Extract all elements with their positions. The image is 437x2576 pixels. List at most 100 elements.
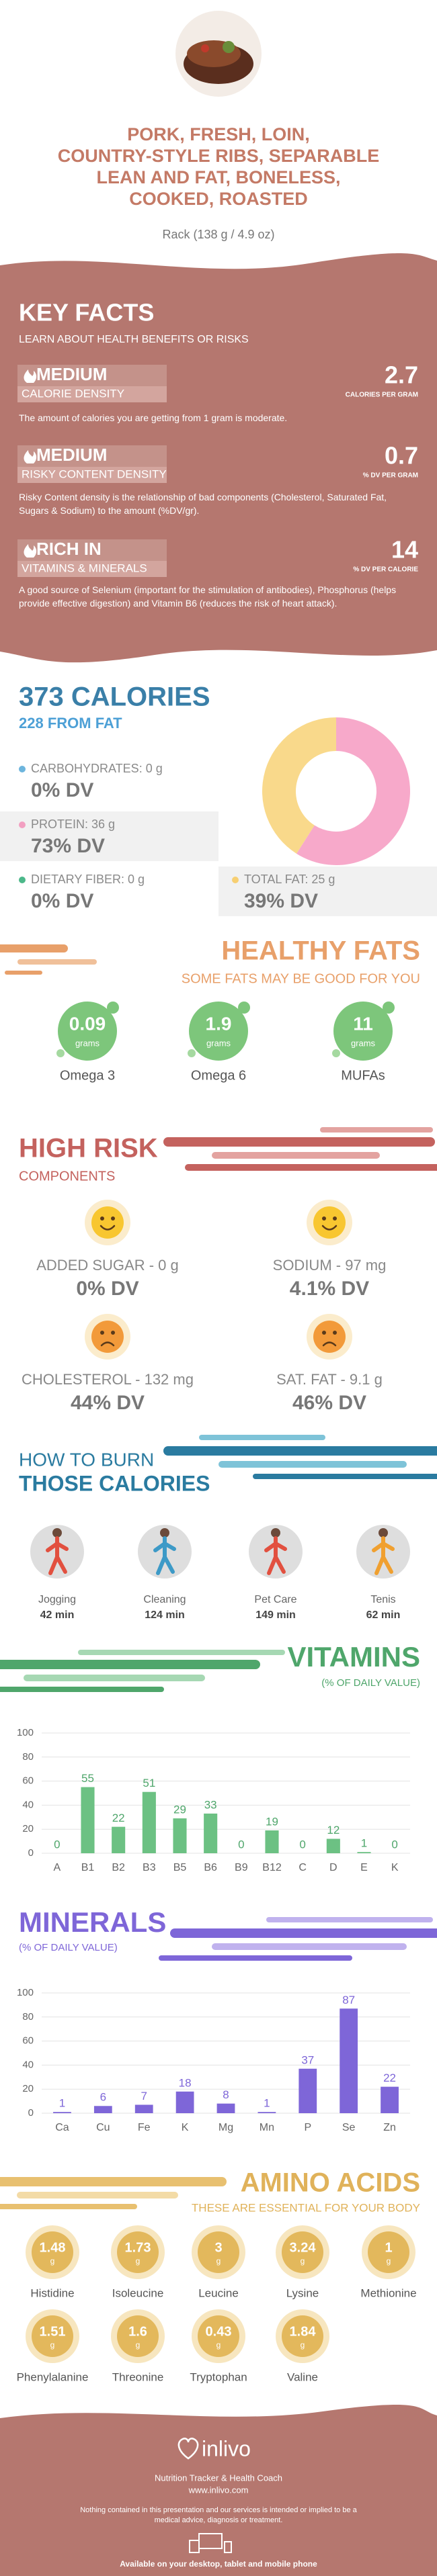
fat-value: 0.09	[69, 1013, 106, 1034]
bar	[299, 2068, 317, 2113]
amino-name: Lysine	[286, 2286, 319, 2299]
bar-value-label: 1	[361, 1837, 367, 1850]
title-line: COOKED, ROASTED	[129, 189, 308, 209]
fat-circle	[333, 1002, 393, 1061]
activity-body	[264, 1536, 287, 1575]
burn-title: THOSE CALORIES	[19, 1471, 210, 1495]
macro-dv: 0% DV	[31, 890, 93, 912]
fact-level: MEDIUM	[36, 364, 107, 384]
macro-label: CARBOHYDRATES: 0 g	[31, 762, 163, 775]
disclaimer: Nothing contained in this presentation a…	[80, 2506, 357, 2524]
risk-dv: 0% DV	[76, 1278, 138, 1300]
section-subtitle: THESE ARE ESSENTIAL FOR YOUR BODY	[192, 2201, 420, 2214]
section-title: MINERALS	[19, 1906, 166, 1938]
amino-name: Valine	[287, 2370, 318, 2383]
fact-unit: CALORIES PER GRAM	[346, 392, 418, 399]
bar	[134, 2104, 153, 2113]
amino-name: Methionine	[360, 2286, 416, 2299]
fact-value: 2.7	[385, 361, 418, 389]
bar	[81, 1787, 95, 1853]
fact-description: Risky Content density is the relationshi…	[19, 492, 387, 516]
donut-slice	[296, 717, 410, 865]
smiley-face	[313, 1206, 346, 1239]
smiley-mouth	[322, 1341, 337, 1347]
amino-name: Threonine	[112, 2370, 164, 2383]
y-tick-label: 20	[22, 1823, 34, 1834]
y-tick-label: 40	[22, 1799, 34, 1810]
bar-value-label: 0	[299, 1838, 305, 1851]
amino-value: 1	[385, 2240, 392, 2255]
smiley-eye	[111, 1216, 115, 1220]
brand-url: www.inlivo.com	[188, 2485, 249, 2495]
x-tick-label: P	[304, 2122, 311, 2133]
smiley-eye	[333, 1331, 337, 1335]
risk-dv: 46% DV	[292, 1392, 366, 1414]
y-tick-label: 40	[22, 2059, 34, 2070]
activity-name: Cleaning	[143, 1594, 186, 1605]
smiley-eye	[322, 1216, 326, 1220]
amino-value: 1.51	[40, 2324, 66, 2339]
fact-label: VITAMINS & MINERALS	[22, 562, 147, 574]
x-tick-label: C	[299, 1862, 307, 1873]
macro-bullet	[232, 877, 239, 883]
macro-dv: 39% DV	[244, 890, 318, 912]
y-tick-label: 20	[22, 2083, 34, 2094]
bar	[357, 1852, 371, 1853]
section-subtitle: SOME FATS MAY BE GOOD FOR YOU	[182, 971, 420, 986]
y-tick-label: 60	[22, 2035, 34, 2047]
amino-circle	[32, 2231, 73, 2273]
section-title: AMINO ACIDS	[241, 2168, 420, 2198]
fat-circle	[58, 1002, 117, 1061]
bar-value-label: 87	[342, 1994, 355, 2006]
activity-head	[160, 1528, 169, 1538]
fat-name: Omega 3	[60, 1068, 115, 1083]
macro-dv: 0% DV	[31, 779, 93, 801]
section-subtitle: COMPONENTS	[19, 1169, 115, 1184]
x-tick-label: B6	[204, 1862, 217, 1873]
y-tick-label: 80	[22, 1751, 34, 1763]
bar	[173, 1818, 187, 1853]
amino-unit: g	[136, 2256, 141, 2266]
risk-label: SAT. FAT - 9.1 g	[276, 1371, 383, 1388]
x-tick-label: Zn	[383, 2122, 396, 2133]
fact-label-box	[17, 561, 167, 577]
macro-label: PROTEIN: 36 g	[31, 817, 115, 831]
amino-name: Phenylalanine	[17, 2370, 89, 2383]
risk-label: ADDED SUGAR - 0 g	[36, 1257, 179, 1274]
decor-dot	[383, 1002, 395, 1014]
bar-value-label: 6	[100, 2091, 106, 2104]
bar-value-label: 7	[141, 2090, 147, 2102]
risk-label: CHOLESTEROL - 132 mg	[22, 1371, 194, 1388]
amino-circle	[117, 2231, 159, 2273]
fact-level: RICH IN	[36, 539, 102, 559]
amino-name: Tryptophan	[190, 2370, 247, 2383]
amino-unit: g	[216, 2256, 221, 2266]
amino-name: Histidine	[30, 2286, 74, 2299]
bar-value-label: 29	[173, 1804, 186, 1816]
x-tick-label: B12	[262, 1862, 282, 1873]
decor-dot	[56, 1049, 65, 1057]
bar	[112, 1826, 126, 1853]
bar-value-label: 0	[54, 1838, 60, 1851]
smiley-eye	[100, 1216, 104, 1220]
burn-title: HOW TO BURN	[19, 1449, 154, 1470]
risk-label: SODIUM - 97 mg	[273, 1257, 387, 1274]
macro-highlight	[0, 811, 218, 861]
y-tick-label: 0	[28, 2107, 34, 2119]
x-tick-label: Cu	[96, 2122, 110, 2133]
bar	[93, 2106, 112, 2113]
activity-time: 62 min	[366, 1609, 401, 1621]
amino-unit: g	[216, 2340, 221, 2350]
x-tick-label: K	[182, 2122, 189, 2133]
smiley-eye	[100, 1331, 104, 1335]
bar-value-label: 33	[204, 1798, 217, 1811]
bar	[340, 2008, 358, 2113]
bar-value-label: 19	[266, 1815, 278, 1828]
x-tick-label: Se	[342, 2122, 356, 2133]
bar-value-label: 0	[391, 1838, 397, 1851]
bar	[265, 1830, 279, 1853]
activity-head	[52, 1528, 62, 1538]
fat-unit: grams	[351, 1038, 376, 1048]
